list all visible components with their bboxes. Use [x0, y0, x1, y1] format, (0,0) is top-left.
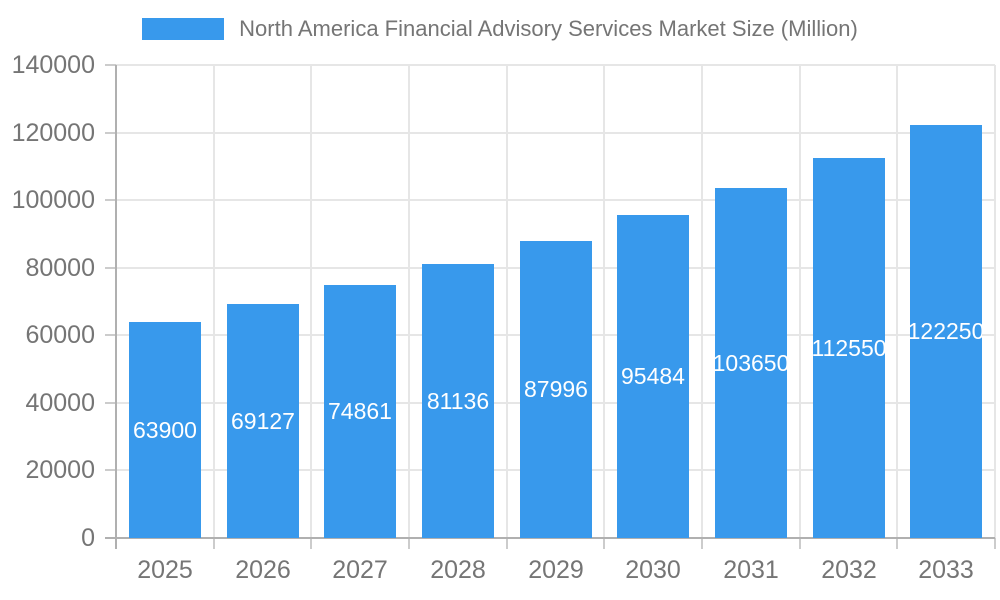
bar-value-label: 95484 [621, 363, 685, 389]
bar[interactable]: 87996 [520, 241, 592, 538]
x-axis-line [105, 537, 995, 539]
x-axis-tick-mark [408, 538, 410, 549]
bar-value-label: 87996 [524, 376, 588, 402]
bar-value-label: 122250 [910, 318, 982, 344]
bar[interactable]: 74861 [324, 285, 396, 538]
y-axis-tick-label: 40000 [25, 389, 95, 417]
x-axis-tick-mark [896, 538, 898, 549]
y-axis-tick-label: 100000 [11, 186, 95, 214]
legend-swatch [142, 18, 225, 40]
x-axis-tick-mark [213, 538, 215, 549]
y-axis-tick-mark [105, 132, 116, 134]
bar[interactable]: 122250 [910, 125, 982, 538]
y-axis-tick-mark [105, 64, 116, 66]
x-axis-tick-label: 2025 [137, 556, 193, 584]
x-axis-tick-label: 2026 [235, 556, 291, 584]
y-axis-tick-label: 140000 [11, 51, 95, 79]
bar[interactable]: 69127 [227, 304, 299, 538]
y-axis-tick-label: 20000 [25, 456, 95, 484]
x-axis-tick-mark [115, 538, 117, 549]
x-axis-tick-mark [310, 538, 312, 549]
bar[interactable]: 95484 [617, 215, 689, 538]
x-axis-tick-mark [603, 538, 605, 549]
y-axis-tick-mark [105, 199, 116, 201]
y-axis-tick-label: 0 [81, 524, 95, 552]
x-gridline [506, 65, 508, 538]
x-axis-tick-label: 2028 [430, 556, 486, 584]
x-axis-tick-label: 2029 [528, 556, 584, 584]
x-gridline [213, 65, 215, 538]
y-axis-tick-label: 80000 [25, 254, 95, 282]
x-gridline [701, 65, 703, 538]
x-gridline [994, 65, 996, 538]
x-gridline [799, 65, 801, 538]
bar-value-label: 63900 [133, 416, 197, 443]
y-axis-tick-mark [105, 267, 116, 269]
x-axis-tick-mark [799, 538, 801, 549]
y-axis-tick-mark [105, 334, 116, 336]
x-axis-tick-label: 2032 [821, 556, 877, 584]
y-axis-tick-mark [105, 402, 116, 404]
bar-value-label: 69127 [231, 407, 295, 434]
y-gridline [116, 132, 995, 134]
x-gridline [408, 65, 410, 538]
bar[interactable]: 81136 [422, 264, 494, 538]
y-axis-tick-label: 60000 [25, 321, 95, 349]
x-axis-tick-label: 2033 [918, 556, 974, 584]
bar-value-label: 103650 [715, 349, 787, 376]
legend-label: North America Financial Advisory Service… [239, 16, 858, 41]
y-gridline [116, 64, 995, 66]
x-axis-tick-mark [506, 538, 508, 549]
chart-legend[interactable]: North America Financial Advisory Service… [0, 18, 1000, 40]
bar-value-label: 81136 [426, 387, 490, 414]
x-axis-tick-label: 2031 [723, 556, 779, 584]
bar-value-label: 74861 [328, 398, 392, 424]
y-gridline [116, 199, 995, 201]
bar-value-label: 112550 [813, 334, 885, 361]
x-gridline [603, 65, 605, 538]
bar[interactable]: 112550 [813, 158, 885, 538]
bar[interactable]: 103650 [715, 188, 787, 538]
y-axis-line [115, 65, 117, 538]
x-axis-tick-label: 2030 [625, 556, 681, 584]
x-axis-tick-mark [701, 538, 703, 549]
x-gridline [310, 65, 312, 538]
x-gridline [896, 65, 898, 538]
x-axis-tick-mark [994, 538, 996, 549]
bar[interactable]: 63900 [129, 322, 201, 538]
x-axis-tick-label: 2027 [332, 556, 388, 584]
y-axis-tick-mark [105, 469, 116, 471]
y-axis-tick-label: 120000 [11, 119, 95, 147]
